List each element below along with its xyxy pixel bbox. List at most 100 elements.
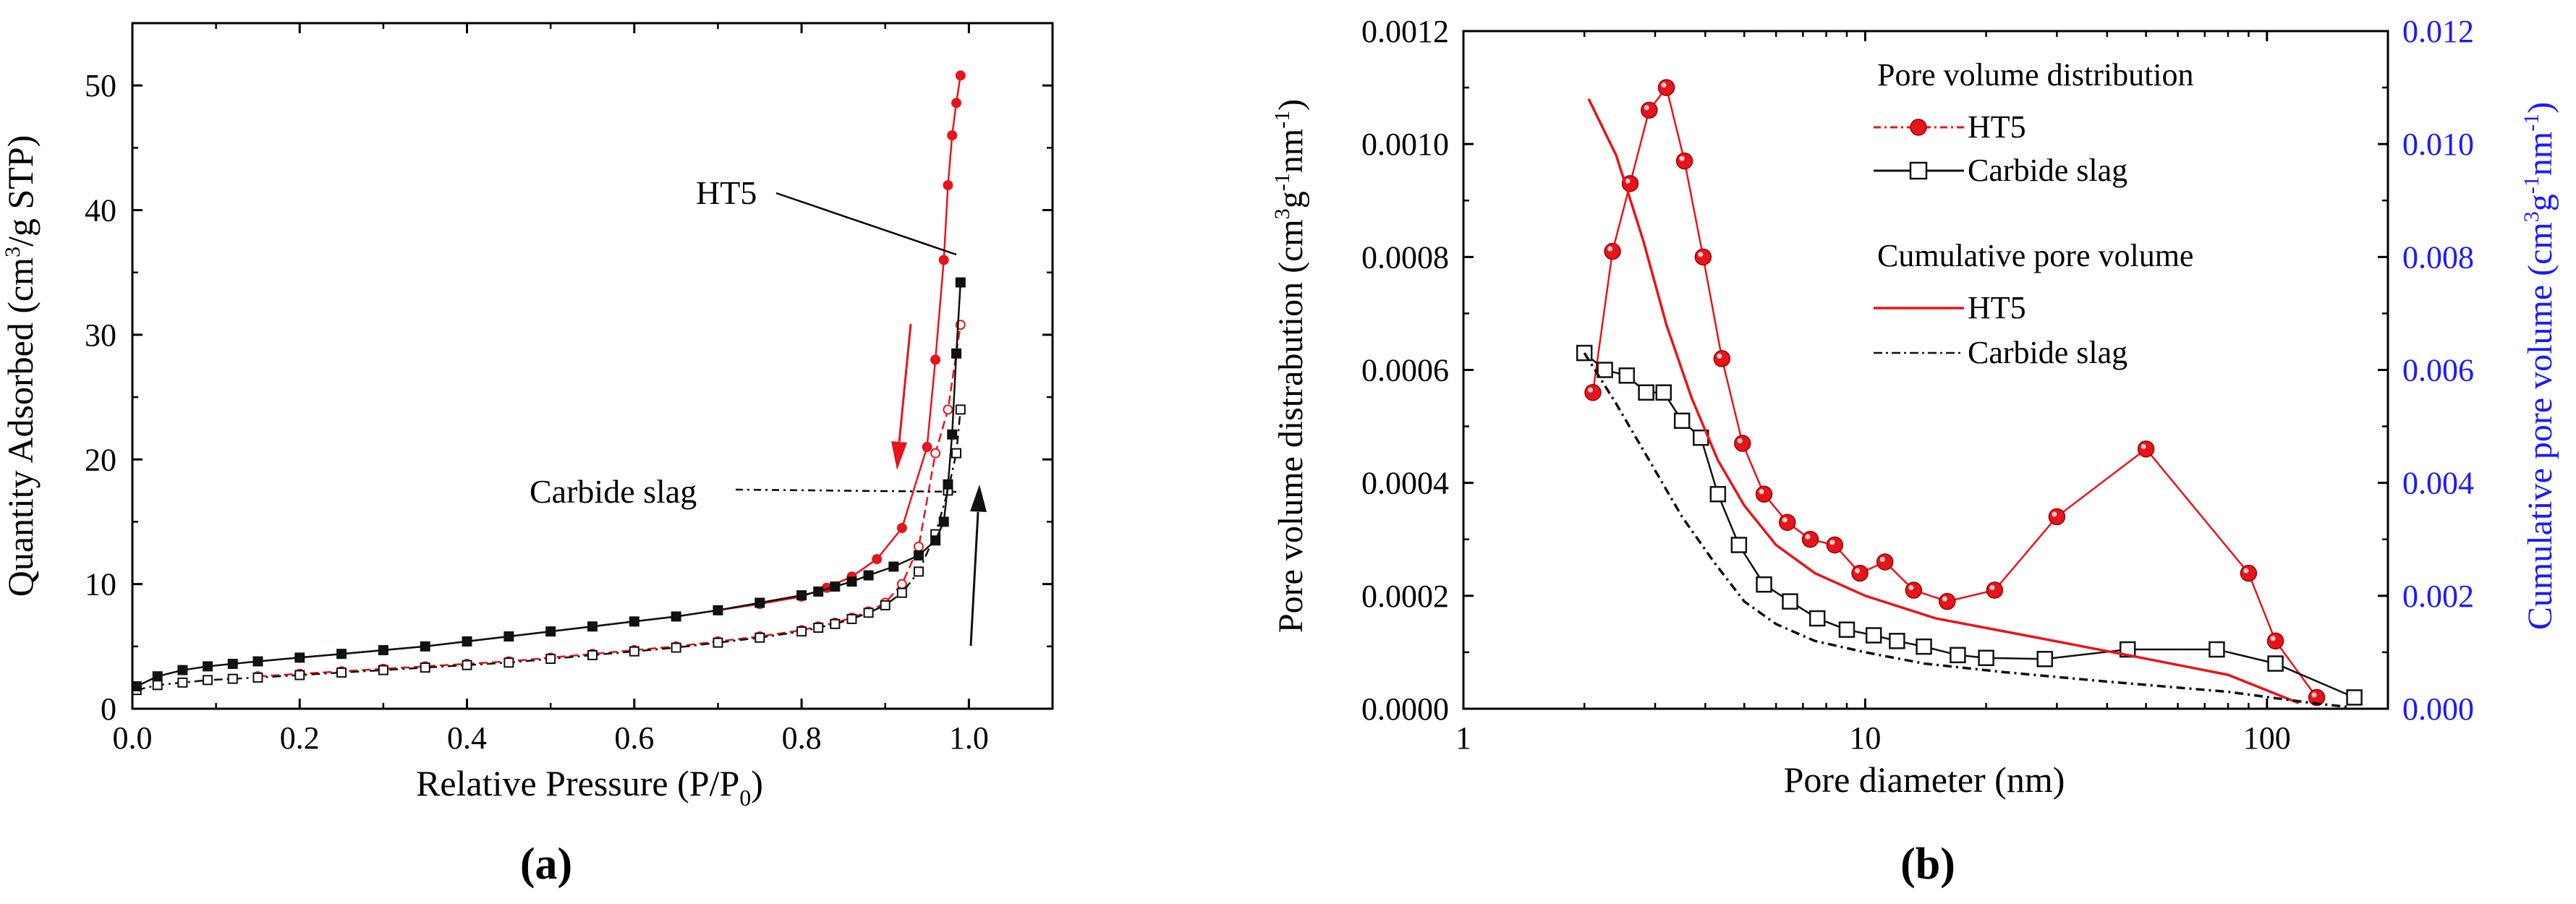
panel-b-point-pore-volume-distribution-ht5 [2240,564,2258,582]
panel-a-point-ht5-desorption [943,180,953,191]
panel-a-point-carbide-slag-adsorption [420,662,430,673]
panel-b-point-pore-volume-distribution-carbide-slag [1638,384,1654,401]
panel-a-point-ht5-adsorption [930,448,941,459]
panel-b-point-pore-volume-distribution-ht5 [1755,485,1773,503]
panel-b-right-tick-label: 0.000 [2402,691,2474,727]
panel-b-left-label-nm: nm [1272,129,1310,173]
panel-a-point-carbide-slag-desorption [462,636,472,647]
panel-a-point-carbide-slag-adsorption [880,600,890,610]
panel-b-point-highlight-pore-volume-distribution-ht5 [1737,438,1743,444]
panel-b-point-pore-volume-distribution-ht5 [1851,564,1869,582]
panel-a-point-ht5-adsorption [943,404,953,415]
panel-b-point-highlight-pore-volume-distribution-ht5 [1855,568,1861,573]
panel-a-point-carbide-slag-adsorption [336,668,347,678]
panel-a-point-carbide-slag-adsorption [830,618,841,629]
panel-a-series-layer [131,70,966,696]
panel-a-point-carbide-slag-desorption [336,649,347,660]
panel-b-right-tick-label: 0.004 [2402,466,2474,501]
panel-a-point-ht5-desorption [938,255,949,265]
panel-a-point-carbide-slag-adsorption [462,660,472,670]
panel-a-point-ht5-desorption [951,98,962,108]
panel-a-point-carbide-slag-adsorption [671,642,681,653]
panel-b-point-pore-volume-distribution-carbide-slag [1618,367,1636,384]
panel-b-point-pore-volume-distribution-carbide-slag [1889,633,1905,649]
panel-b-left-tick-label: 0.0006 [1361,353,1449,388]
panel-b-point-pore-volume-distribution-carbide-slag [1576,344,1593,362]
panel-a-point-carbide-slag-desorption [863,570,874,581]
panel-b-left-tick-label: 0.0012 [1361,14,1449,49]
panel-a-x-label-subscript: 0 [739,785,751,811]
panel-b-point-highlight-pore-volume-distribution-ht5 [2052,511,2057,517]
panel-b-point-pore-volume-distribution-carbide-slag [1730,537,1748,553]
panel-b-point-pore-volume-distribution-carbide-slag [1655,384,1672,401]
panel-a-x-tick-label: 0.6 [614,720,654,756]
panel-a-point-carbide-slag-desorption [947,429,958,440]
panel-a-point-carbide-slag-desorption [131,681,142,691]
panel-a-point-ht5-desorption [872,554,883,565]
panel-a-point-carbide-slag-desorption [955,277,966,288]
panel-b-point-pore-volume-distribution-carbide-slag [2209,641,2225,658]
panel-a-point-carbide-slag-desorption [846,576,857,587]
panel-a-point-carbide-slag-desorption [177,665,188,675]
panel-b-point-pore-volume-distribution-carbide-slag [2346,689,2363,706]
panel-b-point-highlight-pore-volume-distribution-ht5 [1805,534,1811,540]
panel-b-point-pore-volume-distribution-carbide-slag [1865,627,1882,644]
panel-b-point-highlight-pore-volume-distribution-ht5 [1625,178,1631,184]
panel-b-point-pore-volume-distribution-ht5 [1779,513,1796,532]
panel-a-x-tick-label: 0.4 [447,720,487,756]
panel-a-point-carbide-slag-desorption [252,656,263,667]
panel-a-point-carbide-slag-adsorption [294,670,305,681]
panel-b-right-label-main: Cumulative pore volume (cm [2521,222,2559,630]
panel-a-caption-label: (a) [520,840,572,889]
panel-b-right-label-nm: nm [2521,132,2559,176]
panel-b-point-pore-volume-distribution-carbide-slag [1597,362,1613,378]
panel-a-point-ht5-adsorption [896,579,907,589]
panel-b-caption-label: (b) [1900,840,1955,889]
panel-b-point-highlight-pore-volume-distribution-ht5 [1782,517,1788,523]
panel-b-point-pore-volume-distribution-carbide-slag [1709,486,1727,503]
panel-a-x-axis-label: Relative Pressure (P/P0) [416,763,763,811]
desorption-arrow-shaft [898,323,912,443]
panel-a-x-tick-label: 0.8 [782,720,822,756]
panel-b-right-label-sup-3: -1 [2520,114,2543,132]
panel-b-point-pore-volume-distribution-ht5 [1905,581,1923,599]
panel-a-point-ht5-desorption [955,70,966,81]
panel-b-point-pore-volume-distribution-carbide-slag [2119,641,2136,658]
annotation-ht5-leader-line [775,192,957,256]
panel-b-point-pore-volume-distribution-carbide-slag [1808,610,1826,627]
panel-a-point-carbide-slag-desorption [629,616,639,627]
panel-a-y-tick-label: 50 [85,68,116,103]
panel-b-left-tick-label: 0.0008 [1361,239,1449,275]
panel-b-point-pore-volume-distribution-carbide-slag [2036,651,2054,668]
panel-a-y-tick-label: 40 [85,193,116,229]
panel-b-point-pore-volume-distribution-carbide-slag [1838,621,1856,638]
panel-b-point-pore-volume-distribution-carbide-slag [1916,638,1932,655]
panel-b-left-tick-label: 0.0002 [1361,579,1449,614]
annotation-carbide-slag-leader-line [735,488,957,493]
panel-b-point-pore-volume-distribution-ht5 [1939,592,1956,610]
panel-a-y-tick-label: 10 [85,567,116,602]
panel-a-point-carbide-slag-desorption [294,652,305,663]
panel-a-point-carbide-slag-adsorption [713,637,723,648]
panel-b-point-highlight-pore-volume-distribution-ht5 [2243,568,2249,573]
panel-a-point-carbide-slag-adsorption [896,587,907,598]
panel-b-point-pore-volume-distribution-ht5 [2266,632,2284,650]
panel-b-point-highlight-pore-volume-distribution-ht5 [1679,155,1685,161]
panel-b-point-highlight-pore-volume-distribution-ht5 [2270,636,2276,641]
panel-b-right-label-g: g [2521,194,2559,211]
panel-a-point-carbide-slag-desorption [888,561,899,572]
panel-b-left-label-sup-3: -1 [1270,111,1294,129]
panel-b-left-label-end: ) [1272,99,1310,111]
legend-carbide-distribution-label: Carbide slag [1968,153,2127,188]
panel-a-point-carbide-slag-adsorption [913,566,924,577]
panel-b-right-axis-label: Cumulative pore volume (cm3g-1nm-1) [2520,102,2559,630]
panel-b-left-label-sup-2: -1 [1270,173,1294,191]
panel-b-point-pore-volume-distribution-ht5 [2137,440,2155,458]
panel-a-point-carbide-slag-desorption [813,586,824,597]
panel-a-point-carbide-slag-adsorption [378,665,388,675]
panel-b-x-tick-label: 1 [1455,720,1471,756]
panel-b-point-highlight-pore-volume-distribution-ht5 [1644,105,1649,111]
panel-b-tick-layer: 1 10 100 0.0000 0.0002 0.0004 0.0006 0.0008 0.00… [1361,14,2474,756]
panel-b-point-highlight-pore-volume-distribution-ht5 [1759,489,1764,495]
panel-a-point-carbide-slag-desorption [587,621,598,632]
